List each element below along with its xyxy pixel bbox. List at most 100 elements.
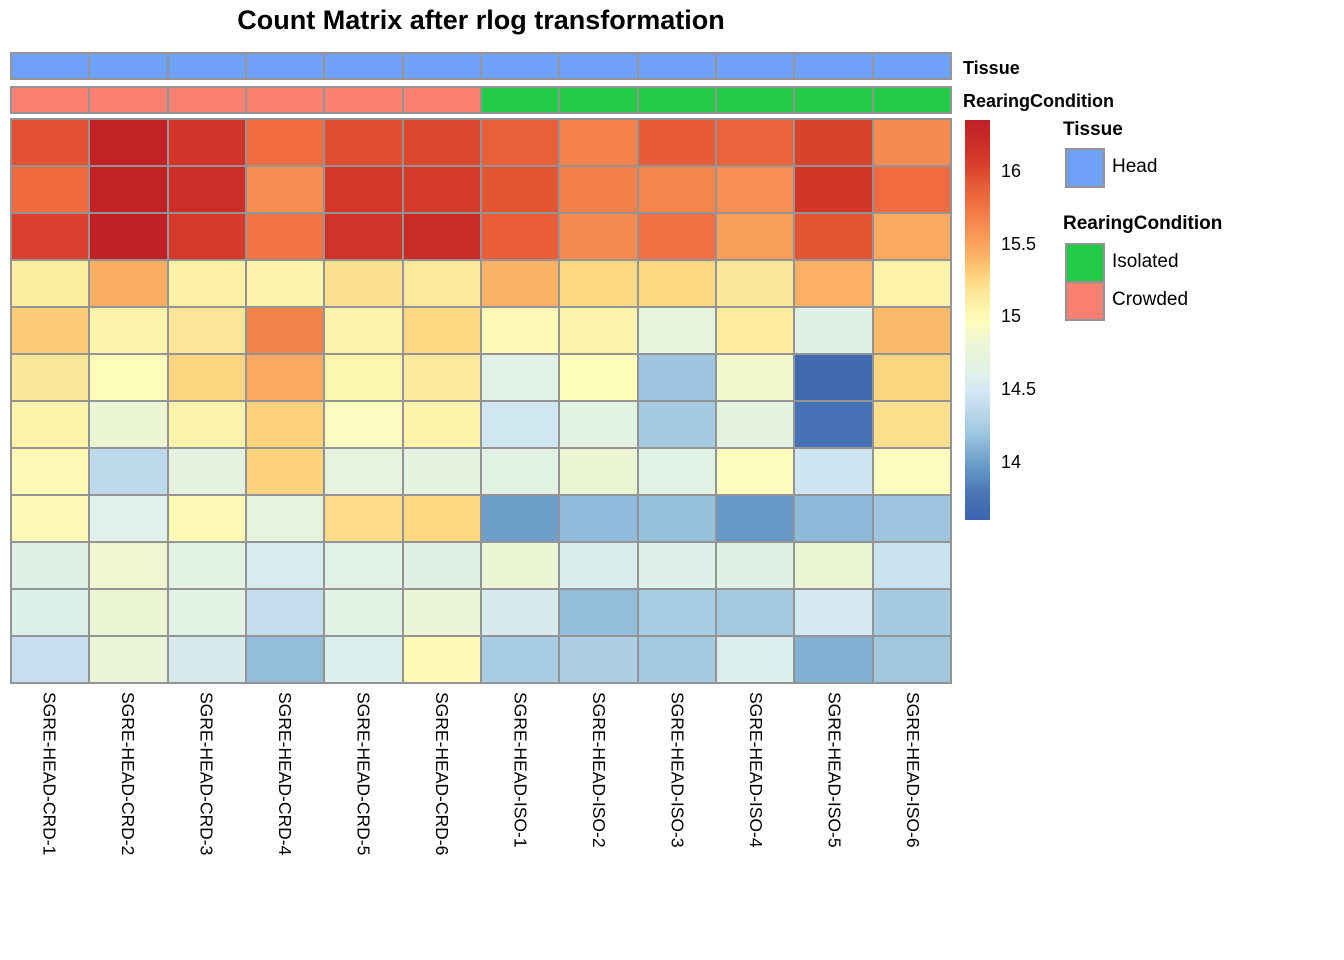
heatmap-cell [717,355,794,400]
tissue-annotation-cell [560,54,637,78]
heatmap-cell [90,167,167,212]
heatmap-cell [638,261,715,306]
heatmap-cell [873,355,950,400]
heatmap-cell [482,449,559,494]
heatmap-cell [638,590,715,635]
column-label: SGRE-HEAD-ISO-4 [745,692,766,848]
heatmap-cell [168,496,245,541]
heatmap-cell [873,637,950,682]
heatmap-cell [247,496,324,541]
heatmap-cell [90,261,167,306]
heatmap-cell [325,355,402,400]
tissue-annotation-cell [168,54,245,78]
heatmap-cell [482,355,559,400]
rearing-annotation-cell [168,88,245,112]
heatmap-cell [12,308,89,353]
heatmap-cell [247,355,324,400]
tissue-annotation-cell [247,54,324,78]
heatmap-cell [560,167,637,212]
rearing-annotation-cell [90,88,167,112]
heatmap-cell [482,167,559,212]
rearing-condition-row-label: RearingCondition [963,91,1114,111]
heatmap-cell [482,308,559,353]
rearing-annotation-cell [873,88,950,112]
heatmap-cell [403,120,480,165]
tissue-annotation-row [10,52,952,80]
tissue-annotation-cell [795,54,872,78]
column-label: SGRE-HEAD-CRD-3 [196,692,217,856]
heatmap-cell [482,637,559,682]
crowded-color-square [1067,281,1103,319]
heatmap-cell [12,214,89,259]
heatmap-cell [403,167,480,212]
heatmap-cell [873,543,950,588]
heatmap-cell [638,637,715,682]
heatmap-cell [325,308,402,353]
head-color-square [1067,150,1103,186]
column-label: SGRE-HEAD-ISO-2 [588,692,609,848]
heatmap-cell [168,449,245,494]
heatmap-cell [638,214,715,259]
heatmap-cell [638,496,715,541]
tissue-annotation-cell [325,54,402,78]
column-label: SGRE-HEAD-CRD-2 [117,692,138,856]
heatmap-cell [12,261,89,306]
heatmap-cell [12,355,89,400]
head-legend-label: Head [1112,156,1158,177]
heatmap-cell [560,590,637,635]
tissue-annotation-cell [482,54,559,78]
heatmap-cell [403,308,480,353]
heatmap-cell [560,637,637,682]
column-label: SGRE-HEAD-CRD-1 [39,692,60,856]
rearing-annotation-cell [717,88,794,112]
heatmap-cell [168,637,245,682]
heatmap-cell [560,402,637,447]
colorbar-tick-label: 15.5 [1001,233,1037,254]
heatmap-cell [12,637,89,682]
heatmap-cell [717,167,794,212]
heatmap-cell [717,590,794,635]
heatmap-cell [638,449,715,494]
heatmap-cell [717,637,794,682]
heatmap-cell [638,308,715,353]
heatmap-cell [560,496,637,541]
heatmap-cell [403,496,480,541]
heatmap-cell [168,167,245,212]
heatmap-cell [90,543,167,588]
heatmap-cell [12,496,89,541]
heatmap-cell [90,214,167,259]
heatmap-cell [717,214,794,259]
tissue-annotation-cell [638,54,715,78]
rearing-annotation-cell [12,88,89,112]
column-label: SGRE-HEAD-CRD-4 [274,692,295,856]
heatmap-cell [795,449,872,494]
rearing-annotation-cell [638,88,715,112]
heatmap-cell [325,402,402,447]
heatmap-cell [12,449,89,494]
heatmap-cell [560,261,637,306]
heatmap-cell [325,543,402,588]
heatmap-cell [873,120,950,165]
colorbar-tick-label: 15 [1001,306,1022,327]
heatmap-cell [247,167,324,212]
heatmap-cell [90,637,167,682]
rearing-condition-legend-title: RearingCondition [1063,213,1223,234]
heatmap-cell [560,543,637,588]
heatmap-cell [638,120,715,165]
rearing-annotation-cell [325,88,402,112]
rearing-annotation-cell [795,88,872,112]
colorbar-tick-label: 14 [1001,451,1022,472]
heatmap-cell [717,543,794,588]
heatmap-cell [560,214,637,259]
tissue-row-label: Tissue [963,58,1020,78]
heatmap-cell [325,214,402,259]
heatmap-cell [247,261,324,306]
heatmap-cell [90,449,167,494]
heatmap-cell [403,402,480,447]
heatmap-cell [873,449,950,494]
heatmap-cell [90,355,167,400]
rearing-annotation-cell [247,88,324,112]
heatmap-cell [482,543,559,588]
heatmap-cell [560,120,637,165]
